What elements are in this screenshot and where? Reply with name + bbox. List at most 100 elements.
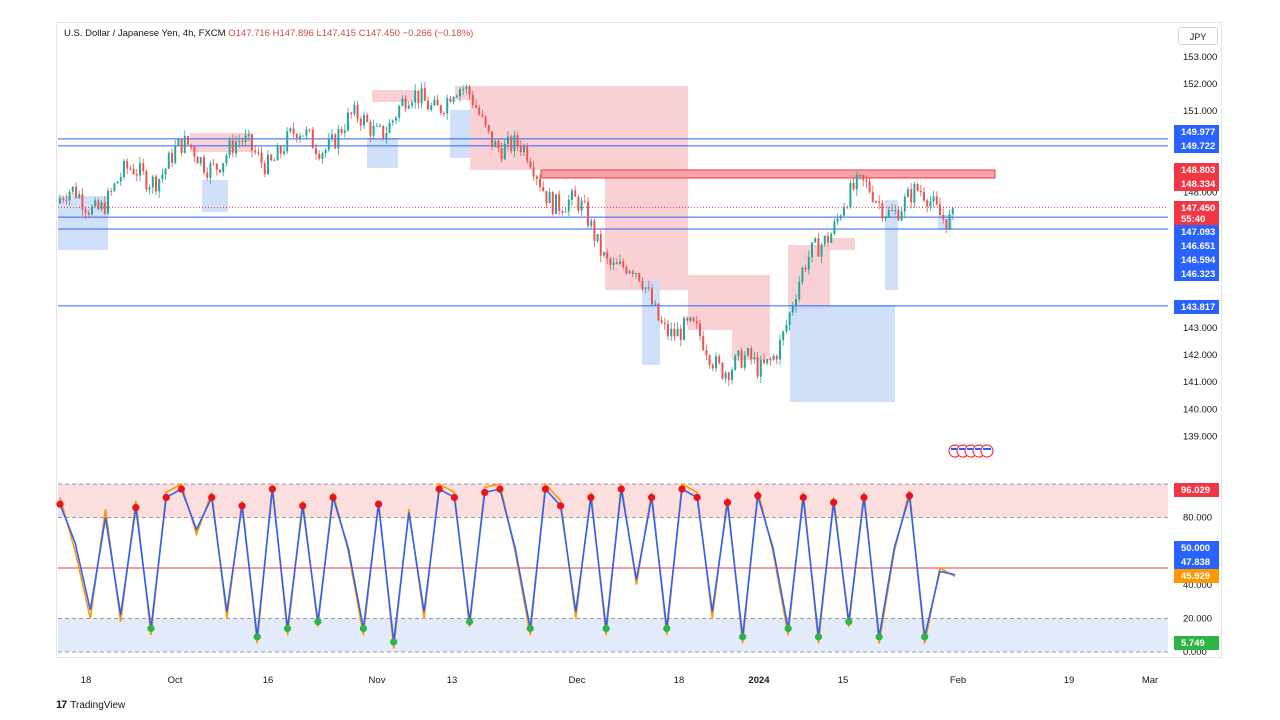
price-tag-text: 147.093 <box>1181 227 1215 238</box>
candle-body <box>235 141 237 154</box>
candle-body <box>68 191 71 201</box>
candle-body <box>577 196 580 211</box>
candle-body <box>766 359 769 364</box>
overbought-dot <box>860 493 868 502</box>
candle-body <box>519 145 522 153</box>
candle-body <box>129 168 132 170</box>
overbought-dot <box>541 485 550 493</box>
candle-body <box>507 136 509 144</box>
price-tick-label: 153.000 <box>1183 52 1217 63</box>
horizontal-levels <box>58 138 1168 307</box>
candle-body <box>715 356 717 369</box>
candle-body <box>276 146 279 161</box>
oversold-dot <box>845 618 853 626</box>
candle-body <box>551 192 554 214</box>
overbought-dot <box>905 492 914 500</box>
overbought-dot <box>799 493 807 502</box>
candle-body <box>196 156 199 164</box>
candle-body <box>395 117 397 121</box>
currency-button[interactable]: JPY <box>1178 27 1218 45</box>
candle-body <box>583 200 586 202</box>
chart-title: U.S. Dollar / Japanese Yen, 4h, FXCM O14… <box>64 28 473 39</box>
candle-body <box>721 362 724 379</box>
candle-body <box>321 153 324 159</box>
candle-body <box>635 273 637 275</box>
oversold-dot <box>283 624 292 633</box>
candle-body <box>689 317 692 321</box>
candle-body <box>107 190 109 214</box>
candle-body <box>113 183 116 191</box>
oversold-dot <box>784 624 792 633</box>
candle-body <box>116 181 119 184</box>
stochastic-line <box>59 487 956 643</box>
candle-body <box>702 336 705 350</box>
demand-zone <box>885 200 898 290</box>
candle-body <box>398 105 401 118</box>
candle-body <box>763 359 765 364</box>
supply-zone <box>372 90 416 102</box>
candle-body <box>177 138 180 146</box>
price-tag <box>1174 139 1219 153</box>
oversold-band <box>58 618 1168 652</box>
supply-zone-bar <box>540 169 996 179</box>
candle-body <box>673 328 676 337</box>
candle-body <box>775 355 778 360</box>
price-tag <box>1174 177 1219 191</box>
candle-body <box>414 90 417 103</box>
candle-body <box>788 312 791 325</box>
candle-body <box>561 211 564 213</box>
candle-body <box>151 176 154 188</box>
candle-body <box>798 281 801 300</box>
candle-body <box>711 364 714 369</box>
candle-body <box>260 152 263 164</box>
candle-body <box>446 98 449 114</box>
candle-body <box>372 125 375 136</box>
candle-body <box>638 273 641 282</box>
overbought-dot <box>374 500 383 508</box>
candle-body <box>855 175 858 190</box>
candle-body <box>807 256 810 270</box>
candle-body <box>804 267 807 270</box>
candle-body <box>919 190 922 193</box>
candle-body <box>724 372 727 379</box>
candle-body <box>331 134 333 140</box>
overbought-dot <box>556 502 565 510</box>
candle-body <box>622 261 625 268</box>
candle-body <box>142 163 145 172</box>
candle-body <box>62 198 65 200</box>
time-tick-label: 15 <box>838 675 849 686</box>
candle-body <box>219 169 221 173</box>
candle-body <box>443 112 445 114</box>
candle-body <box>526 145 529 162</box>
candle-body <box>676 328 679 337</box>
supply-zone <box>830 238 855 250</box>
candle-body <box>363 115 365 126</box>
candle-body <box>894 209 897 211</box>
candle-body <box>772 355 775 360</box>
candle-body <box>353 104 356 115</box>
candle-body <box>603 252 605 256</box>
candle-body <box>801 267 804 282</box>
candle-body <box>692 317 695 322</box>
candle-body <box>289 128 292 132</box>
candle-body <box>135 174 138 176</box>
tradingview-logo-icon: 17 <box>56 699 67 711</box>
candle-body <box>167 153 170 169</box>
candle-body <box>286 131 289 152</box>
overbought-dot <box>693 493 701 502</box>
candle-body <box>686 317 689 321</box>
candle-body <box>228 140 231 156</box>
candle-body <box>756 357 759 377</box>
candle-body <box>574 190 577 197</box>
stochastic-axis: 80.000 40.000 20.000 0.000 96.029 50.000 47.83… <box>1174 483 1219 658</box>
candle-body <box>859 174 861 176</box>
candle-body <box>369 121 372 136</box>
overbought-dot <box>481 488 489 496</box>
candle-body <box>465 86 468 89</box>
candle-body <box>564 211 567 213</box>
candle-body <box>484 116 487 126</box>
candle-body <box>222 163 225 173</box>
overbought-dot <box>678 485 686 493</box>
overbought-dot <box>299 502 307 510</box>
